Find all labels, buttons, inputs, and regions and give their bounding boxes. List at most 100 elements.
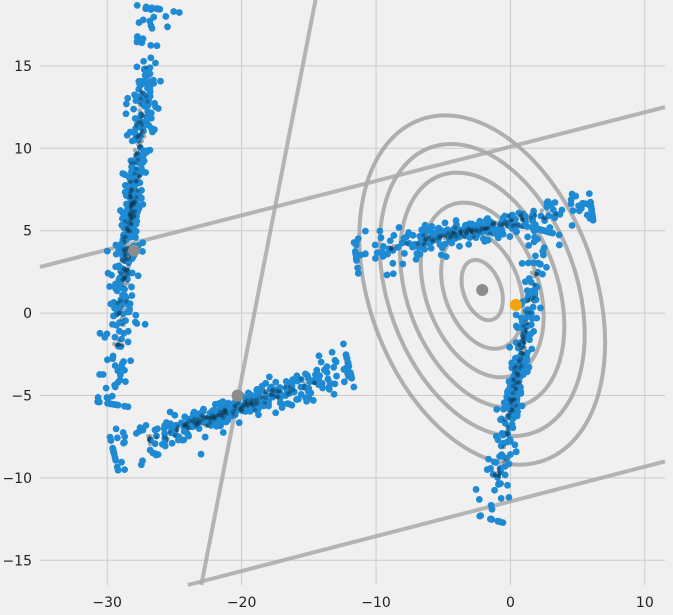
dense-point — [496, 473, 501, 479]
data-point — [313, 366, 321, 374]
dense-point — [128, 217, 133, 222]
data-point — [152, 59, 159, 67]
dense-point — [134, 178, 139, 183]
data-point — [331, 356, 339, 364]
data-point — [118, 300, 126, 308]
dense-point — [135, 188, 140, 193]
data-point — [139, 248, 146, 255]
dense-point — [443, 233, 448, 238]
dense-point — [122, 282, 127, 287]
dense-point — [244, 398, 250, 403]
dense-point — [421, 233, 426, 238]
dense-point — [209, 416, 214, 421]
data-point — [504, 413, 512, 421]
dense-point — [429, 237, 434, 243]
dense-point — [422, 238, 428, 243]
data-point — [250, 400, 257, 408]
data-point — [272, 378, 280, 386]
dense-point — [262, 400, 268, 406]
dense-point — [121, 237, 127, 242]
data-point — [530, 238, 538, 246]
dense-point — [129, 187, 134, 192]
gaussian-contours — [357, 113, 608, 467]
data-point — [94, 393, 102, 401]
dense-point — [128, 213, 133, 219]
dense-point — [195, 417, 201, 422]
dense-point — [423, 236, 429, 242]
dense-point — [121, 234, 126, 239]
dense-point — [129, 216, 134, 222]
data-point — [103, 330, 111, 338]
data-point — [139, 16, 147, 24]
dense-point — [128, 208, 134, 213]
dense-point — [529, 296, 534, 301]
dense-point — [464, 230, 469, 236]
dense-point — [126, 254, 132, 259]
dense-point — [524, 310, 530, 315]
dense-point — [276, 389, 282, 394]
data-point — [96, 329, 104, 337]
dense-point — [525, 321, 530, 326]
cluster-centroids — [128, 244, 489, 402]
data-point — [297, 376, 305, 383]
data-point — [416, 250, 424, 258]
data-point — [340, 340, 347, 348]
data-point — [331, 380, 339, 388]
dense-point — [139, 89, 144, 94]
data-point — [124, 403, 132, 411]
dense-point — [125, 267, 130, 272]
data-point — [389, 247, 397, 254]
dense-point — [415, 241, 421, 247]
boundary-line-2 — [187, 459, 666, 587]
dense-point — [532, 212, 538, 218]
data-point — [147, 22, 155, 29]
data-point — [524, 233, 532, 241]
dense-point — [232, 403, 238, 409]
data-point — [303, 397, 310, 405]
data-point — [376, 227, 384, 235]
dense-point — [223, 410, 228, 415]
data-point — [503, 438, 511, 446]
data-point — [508, 359, 516, 367]
dense-point — [454, 234, 459, 240]
data-point — [569, 207, 577, 215]
dense-point — [128, 229, 133, 234]
data-point — [307, 389, 315, 397]
data-point — [371, 241, 379, 249]
data-point — [516, 210, 524, 218]
dense-point — [515, 222, 521, 228]
dense-point — [121, 266, 126, 272]
data-point — [146, 446, 154, 454]
data-point — [521, 278, 529, 286]
data-point — [497, 494, 505, 502]
data-point — [135, 117, 143, 125]
dense-point — [513, 381, 518, 386]
data-point — [501, 463, 509, 470]
data-point — [511, 441, 519, 449]
data-point — [262, 379, 270, 387]
data-point — [377, 234, 385, 242]
dense-point — [240, 404, 246, 410]
dense-point — [125, 281, 130, 286]
data-point — [217, 414, 225, 422]
data-point — [141, 77, 148, 85]
dense-point — [134, 195, 139, 200]
dense-point — [519, 224, 524, 230]
data-point — [112, 425, 120, 433]
dense-point — [118, 298, 123, 304]
dense-point — [146, 436, 152, 442]
data-point — [121, 466, 129, 474]
data-point — [140, 147, 148, 155]
dense-point — [212, 414, 217, 419]
data-point — [506, 402, 513, 410]
data-point — [585, 190, 593, 198]
dense-point — [470, 227, 475, 232]
centroid-marker-1 — [231, 389, 244, 402]
dense-point — [207, 415, 212, 420]
dense-point — [522, 340, 527, 346]
data-point — [103, 394, 111, 401]
dense-point — [404, 241, 410, 246]
dense-point — [244, 403, 250, 408]
dense-point — [140, 113, 146, 118]
data-point — [472, 234, 480, 241]
